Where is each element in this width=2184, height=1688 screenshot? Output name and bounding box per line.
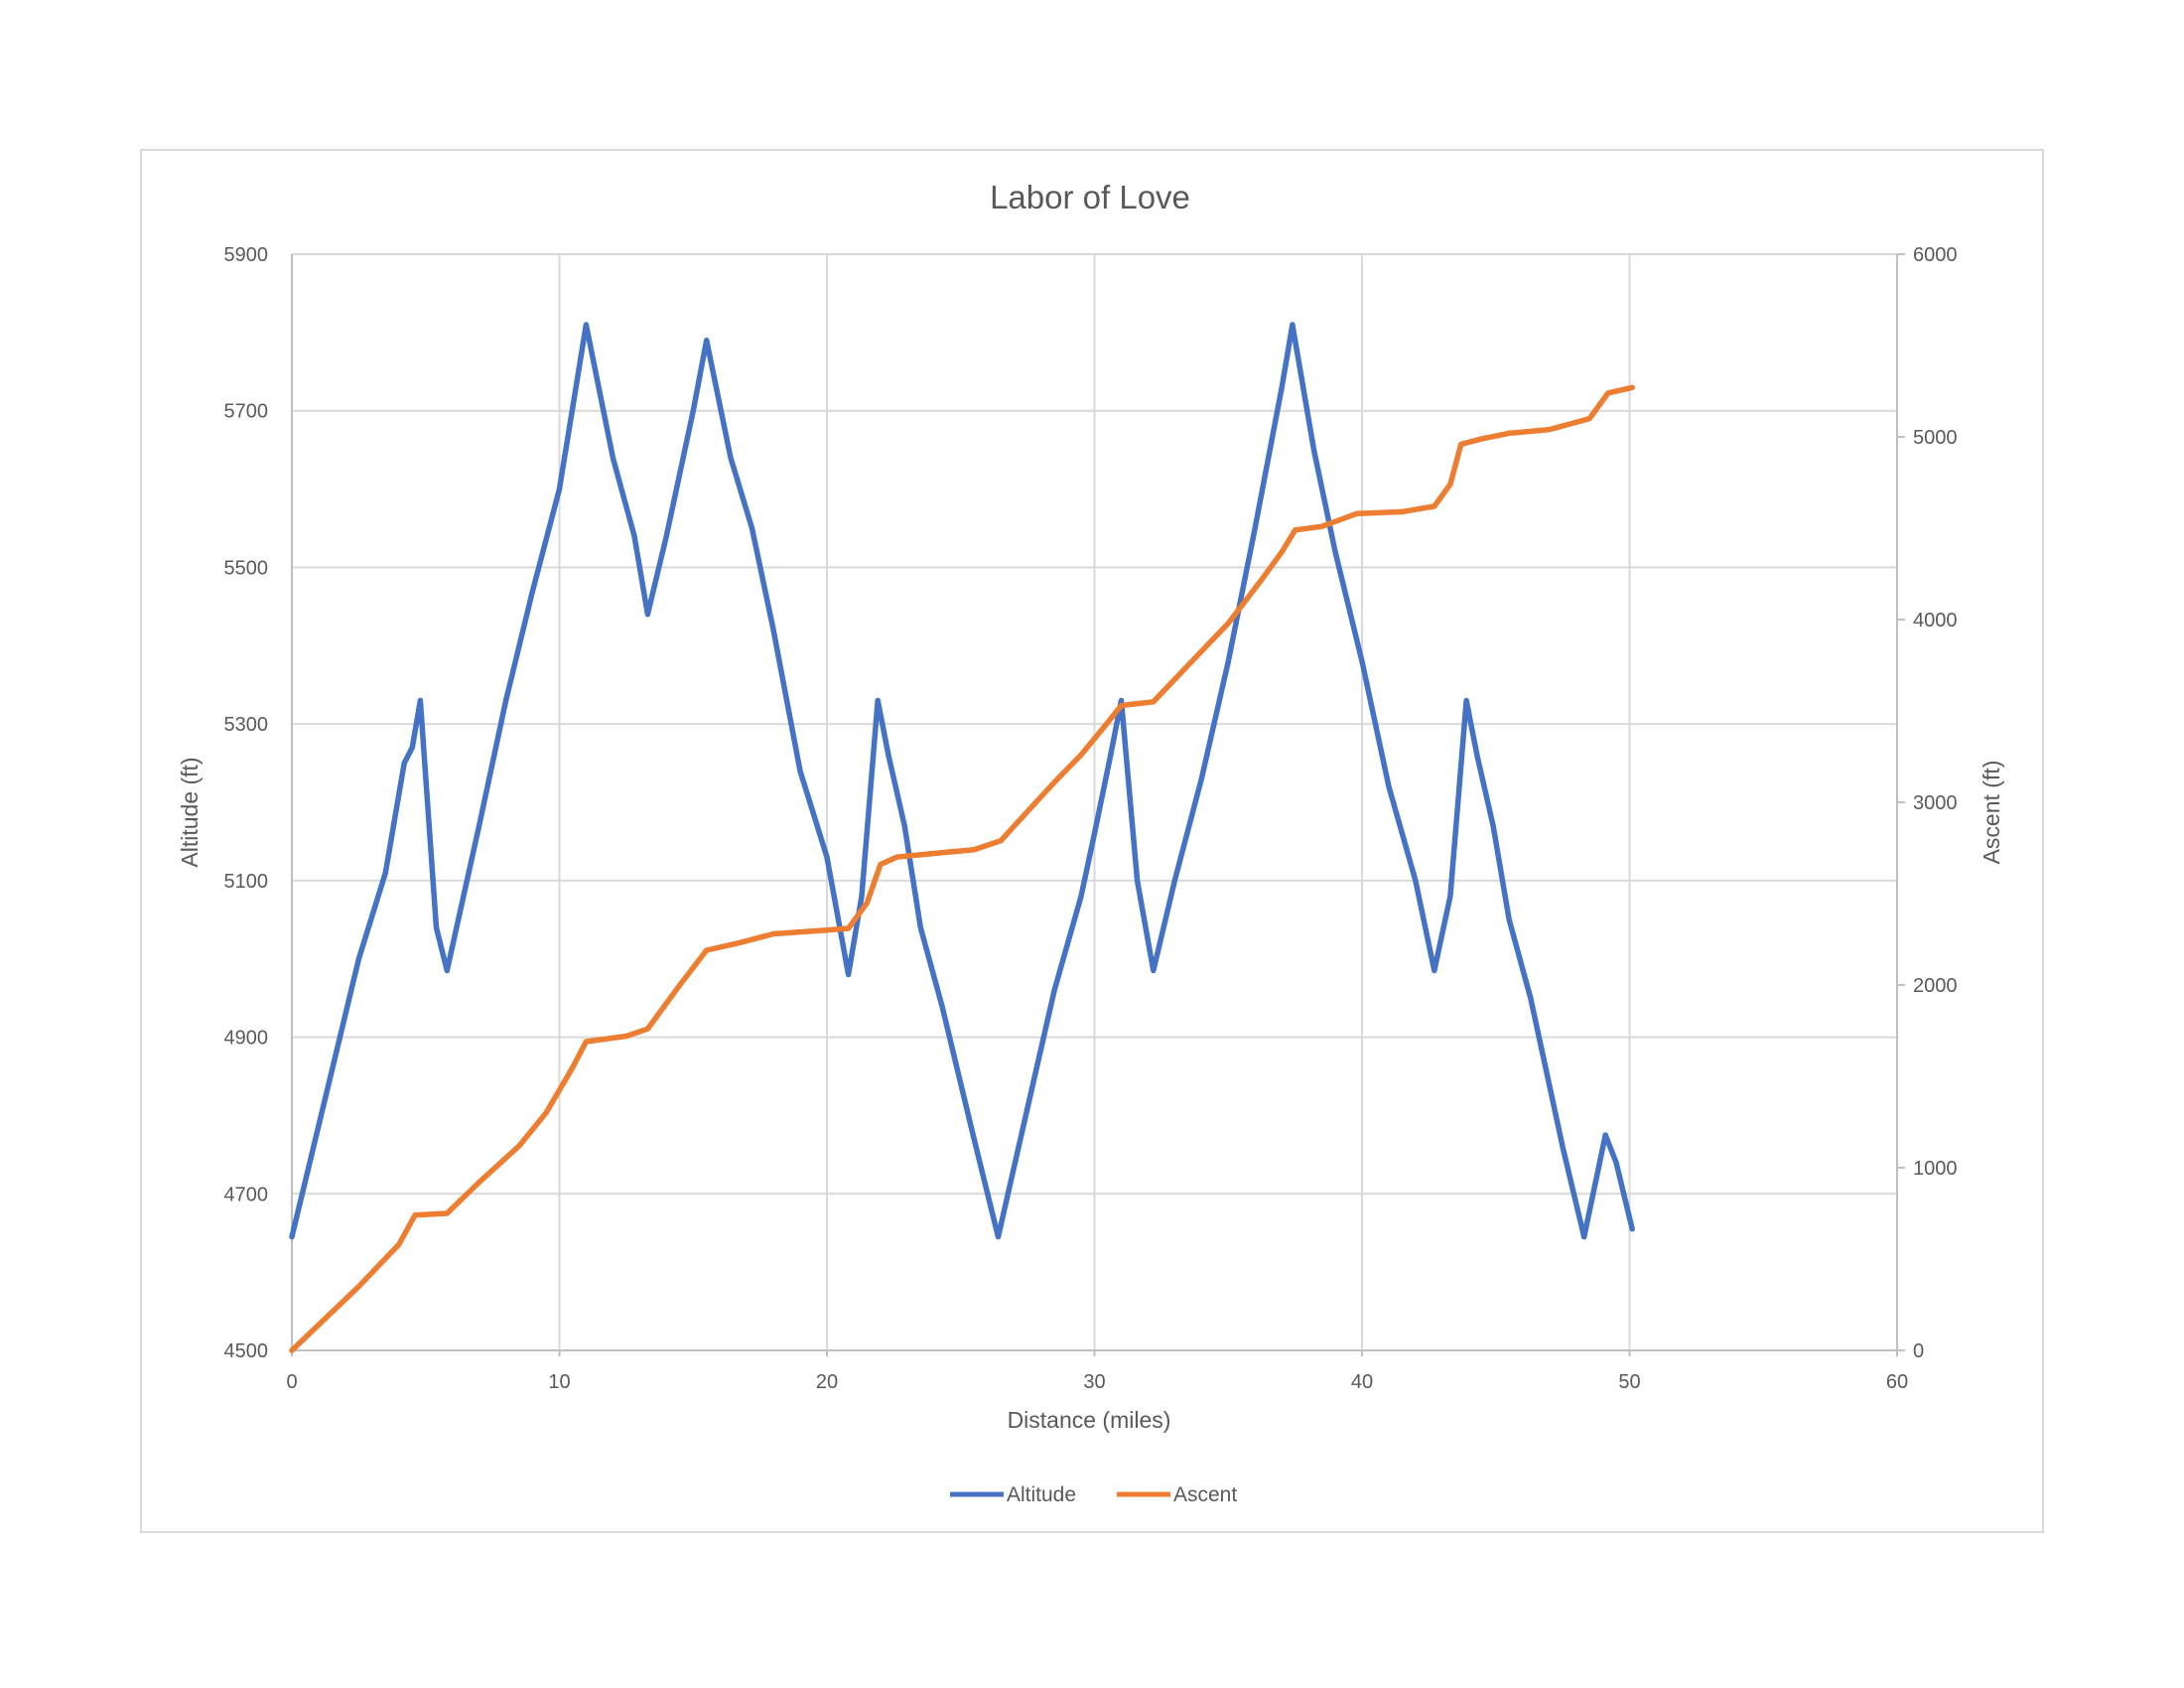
legend-label-altitude: Altitude (1007, 1483, 1076, 1506)
series-line-ascent (289, 384, 1635, 1353)
chart-svg: 4500 4700 4900 5100 5300 5500 5700 5900 0 10 20 30 4… (177, 179, 2004, 1506)
axis-layer: 4500 4700 4900 5100 5300 5500 5700 5900 0 10 20 30 4… (224, 244, 1958, 1393)
legend: Altitude Ascent (950, 1483, 1237, 1506)
x-tick-label: 50 (1618, 1371, 1640, 1393)
chart-frame: 4500 4700 4900 5100 5300 5500 5700 5900 0 10 20 30 4… (140, 149, 2044, 1533)
y2-tick-label: 5000 (1913, 427, 1958, 449)
y-tick-label: 5300 (224, 714, 269, 736)
grid-layer (291, 253, 1898, 1351)
x-tick-label: 0 (286, 1371, 297, 1393)
series-line-altitude (289, 322, 1635, 1240)
y2-tick-label: 2000 (1913, 975, 1958, 997)
y2-axis-title: Ascent (ft) (1979, 761, 2004, 865)
x-tick-label: 60 (1886, 1371, 1908, 1393)
y-tick-label: 4700 (224, 1184, 269, 1205)
x-tick-label: 40 (1351, 1371, 1373, 1393)
x-tick-label: 10 (548, 1371, 570, 1393)
legend-label-ascent: Ascent (1173, 1483, 1237, 1506)
y2-tick-label: 1000 (1913, 1158, 1958, 1180)
x-tick-label: 30 (1083, 1371, 1105, 1393)
y-tick-label: 5100 (224, 871, 269, 893)
y-axis-title: Altitude (ft) (177, 757, 203, 867)
y-tick-label: 4500 (224, 1340, 269, 1362)
y-tick-label: 4900 (224, 1028, 269, 1050)
chart-title: Labor of Love (990, 179, 1190, 215)
x-axis-title: Distance (miles) (1008, 1407, 1171, 1433)
series-layer (289, 322, 1635, 1353)
y-tick-label: 5700 (224, 401, 269, 423)
y-tick-label: 5900 (224, 244, 269, 266)
y2-tick-label: 3000 (1913, 792, 1958, 814)
y2-tick-label: 0 (1913, 1340, 1924, 1362)
y2-tick-label: 4000 (1913, 610, 1958, 632)
y-tick-label: 5500 (224, 557, 269, 579)
y2-tick-label: 6000 (1913, 244, 1958, 266)
x-tick-label: 20 (816, 1371, 838, 1393)
